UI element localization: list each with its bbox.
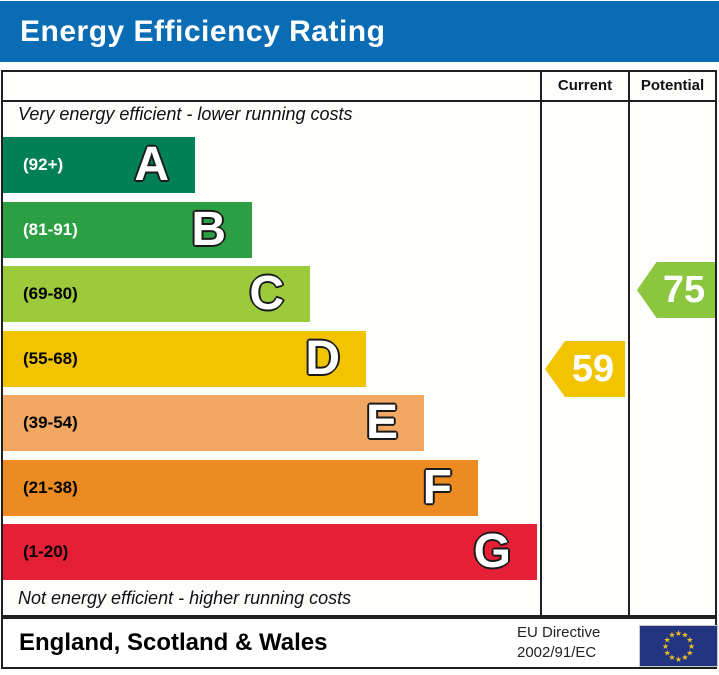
- band-range: (69-80): [23, 284, 78, 303]
- band-letter: D: [304, 332, 341, 385]
- current-rating-value: 59: [571, 348, 615, 390]
- current-column-header: Current: [542, 70, 628, 100]
- svg-text:★: ★: [675, 655, 682, 664]
- header-divider: [1, 100, 717, 102]
- svg-text:★: ★: [668, 653, 675, 662]
- band-letter: F: [421, 461, 453, 514]
- band-row-b: (81-91) B: [3, 202, 252, 258]
- band-range: (1-20): [23, 542, 69, 561]
- band-letter: C: [248, 267, 285, 320]
- band-range: (81-91): [23, 220, 78, 239]
- eu-directive-text: EU Directive 2002/91/EC: [517, 623, 600, 663]
- page-title: Energy Efficiency Rating: [20, 14, 386, 48]
- band-letter: G: [472, 525, 512, 578]
- eu-flag-icon: ★ ★ ★ ★ ★ ★ ★ ★ ★ ★ ★ ★: [639, 625, 718, 667]
- svg-text:★: ★: [688, 642, 695, 651]
- band-letter: E: [365, 396, 400, 449]
- potential-column-divider: [628, 70, 630, 617]
- band-letter: B: [190, 203, 227, 256]
- band-row-a: (92+) A: [3, 137, 195, 193]
- top-note: Very energy efficient - lower running co…: [18, 104, 353, 124]
- band-range: (55-68): [23, 349, 78, 368]
- svg-text:★: ★: [686, 648, 693, 657]
- bottom-note: Not energy efficient - higher running co…: [18, 588, 352, 608]
- eu-directive-line1: EU Directive: [517, 624, 601, 641]
- band-row-f: (21-38) F: [3, 460, 478, 516]
- svg-text:★: ★: [664, 635, 671, 644]
- eu-directive-line2: 2002/91/EC: [517, 644, 597, 661]
- current-column-divider: [540, 70, 542, 617]
- svg-text:★: ★: [675, 629, 682, 638]
- band-range: (92+): [23, 155, 64, 174]
- svg-text:★: ★: [686, 635, 693, 644]
- band-row-e: (39-54) E: [3, 395, 424, 451]
- band-row-c: (69-80) C: [3, 266, 310, 322]
- potential-column-header: Potential: [630, 70, 715, 100]
- title-bar: Energy Efficiency Rating: [0, 1, 719, 62]
- potential-rating-indicator: 75: [637, 262, 715, 318]
- footer-bar: England, Scotland & Wales EU Directive 2…: [1, 617, 718, 669]
- potential-rating-value: 75: [662, 269, 706, 311]
- region-label: England, Scotland & Wales: [19, 629, 328, 656]
- svg-text:★: ★: [668, 631, 675, 640]
- band-range: (21-38): [23, 478, 78, 497]
- band-row-g: (1-20) G: [3, 524, 537, 580]
- potential-label: Potential: [640, 76, 705, 94]
- svg-text:★: ★: [681, 631, 688, 640]
- band-letter: A: [133, 138, 170, 191]
- current-label: Current: [557, 76, 613, 94]
- band-row-d: (55-68) D: [3, 331, 366, 387]
- svg-text:★: ★: [664, 648, 671, 657]
- band-range: (39-54): [23, 413, 78, 432]
- svg-text:★: ★: [681, 653, 688, 662]
- svg-text:★: ★: [662, 642, 669, 651]
